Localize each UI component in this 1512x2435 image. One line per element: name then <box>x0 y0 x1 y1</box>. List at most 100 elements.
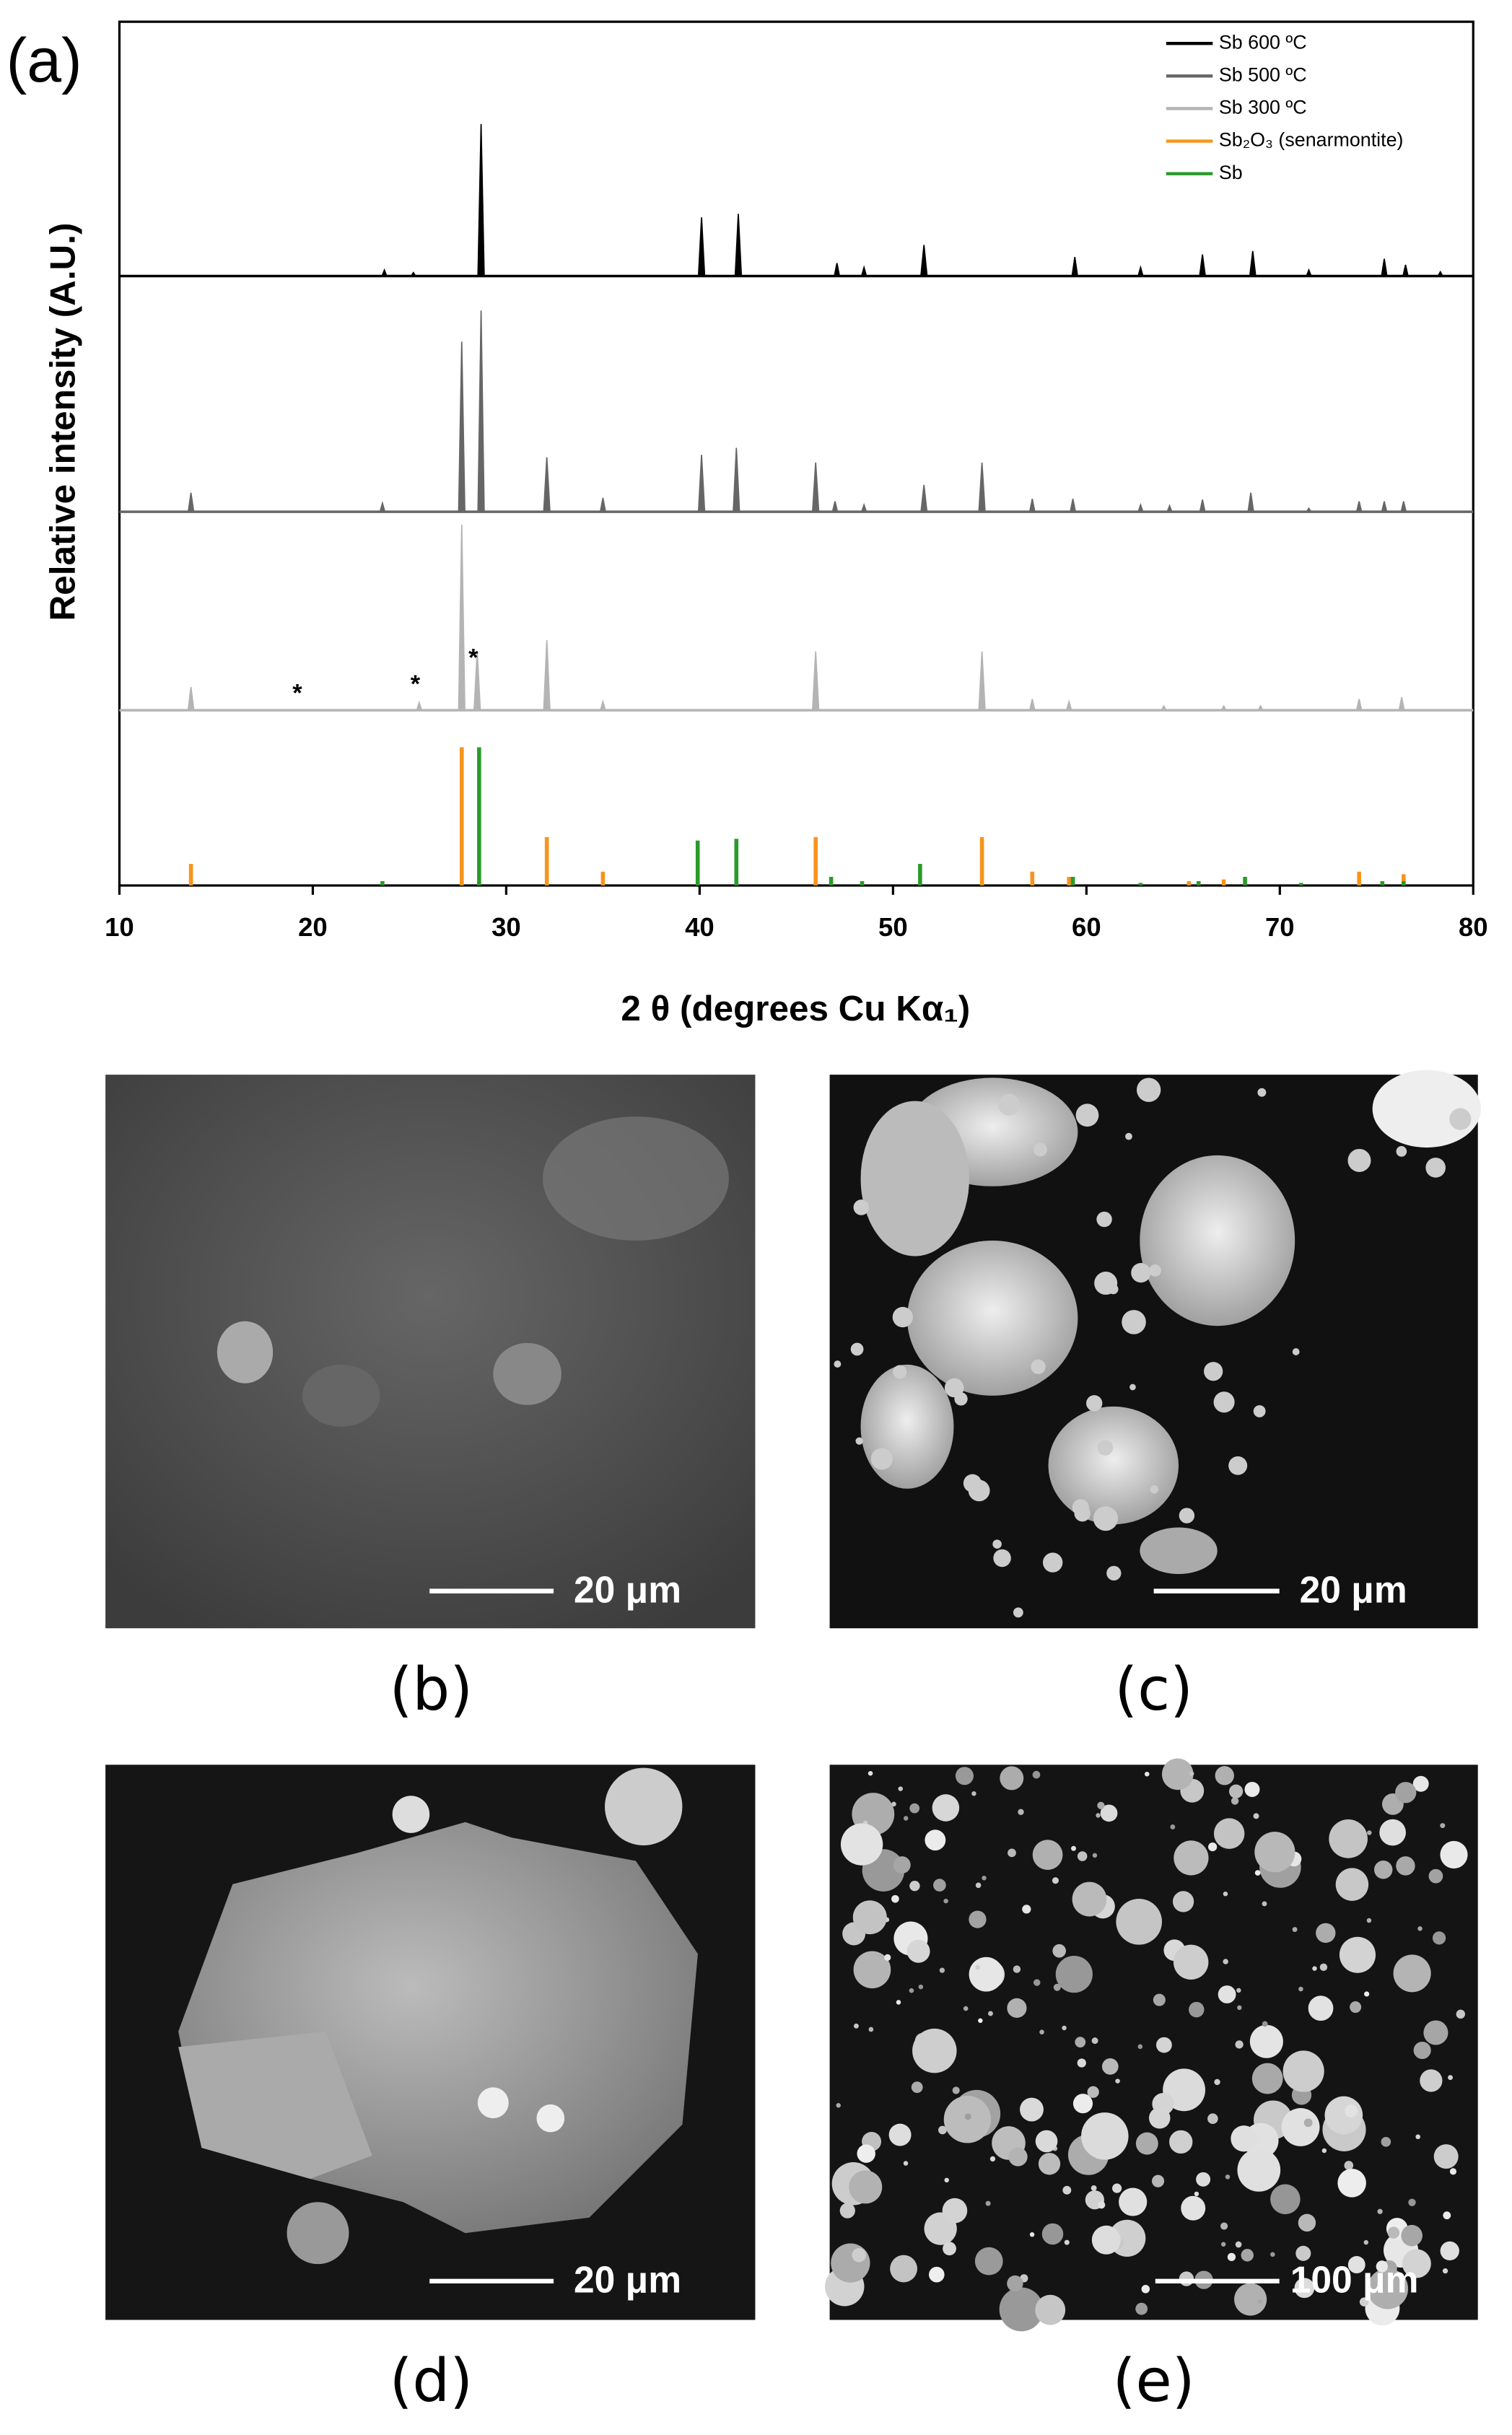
particle <box>903 1816 909 1821</box>
particle <box>1350 2001 1362 2014</box>
particle <box>1220 2242 1226 2247</box>
reference-line <box>544 836 549 886</box>
particles <box>825 1077 1472 2332</box>
particle <box>1236 1988 1241 1993</box>
particle <box>1204 1362 1223 1381</box>
particle <box>1432 1931 1446 1945</box>
particle <box>978 2018 983 2024</box>
particle <box>1062 2185 1072 2195</box>
particle <box>1253 1405 1266 1417</box>
particle <box>1254 1870 1261 1876</box>
peak <box>919 245 928 277</box>
particle <box>1294 2278 1315 2299</box>
particle <box>1387 2226 1400 2239</box>
particle <box>1292 1927 1298 1933</box>
particle <box>1262 2021 1268 2027</box>
legend-label: Sb <box>1219 162 1243 183</box>
particle <box>1359 2297 1369 2307</box>
reference-line <box>1187 880 1192 886</box>
particle <box>1402 2249 1431 2278</box>
legend-label: Sb 500 ºC <box>1219 64 1307 85</box>
particle <box>1379 1819 1406 1846</box>
legend-label: Sb₂O₃ (senarmontite) <box>1219 129 1404 151</box>
peak <box>1199 254 1207 277</box>
particle <box>1075 2037 1086 2048</box>
particle <box>1298 2213 1316 2232</box>
particle <box>1367 1830 1372 1835</box>
particle <box>1376 2260 1388 2273</box>
particle <box>1207 2113 1218 2125</box>
particle <box>1319 1963 1328 1972</box>
particle <box>969 1957 1004 1992</box>
particle <box>1101 2058 1119 2075</box>
particle <box>939 1967 945 1973</box>
particle <box>1064 2239 1070 2245</box>
reference-line <box>1357 871 1361 886</box>
reference-line <box>1402 880 1406 886</box>
legend-label: Sb 600 ºC <box>1219 31 1307 53</box>
particle <box>1440 1823 1446 1829</box>
reference-line <box>380 880 385 886</box>
particle <box>1298 1986 1303 1992</box>
particle <box>929 2266 945 2283</box>
particle <box>964 2113 971 2120</box>
particle <box>1112 2183 1122 2193</box>
reference-line <box>1067 876 1072 886</box>
x-tick-label: 70 <box>1265 912 1295 942</box>
reference-line <box>1221 879 1226 886</box>
particle <box>1096 1813 1101 1818</box>
peak <box>831 501 839 512</box>
particle <box>1281 2107 1320 2146</box>
particle <box>1339 1936 1376 1973</box>
x-tick-label: 60 <box>1072 912 1101 942</box>
particle <box>968 1479 990 1502</box>
peak <box>1437 270 1444 277</box>
peak <box>1166 504 1174 512</box>
x-axis-label: 2 θ (degrees Cu Kα₁) <box>621 989 970 1028</box>
peak <box>920 484 928 512</box>
particle <box>1257 1088 1267 1097</box>
particle <box>836 2103 841 2108</box>
peak <box>1305 268 1313 277</box>
y-axis-label: Relative intensity (A.U.) <box>43 223 82 621</box>
peak <box>860 502 868 512</box>
particle <box>955 1767 974 1785</box>
particle <box>963 2006 969 2011</box>
particle <box>1018 1809 1024 1815</box>
particle <box>1081 2112 1129 2160</box>
particle <box>1456 2009 1466 2019</box>
peak <box>1028 699 1036 712</box>
particle <box>1417 1926 1423 1931</box>
particle <box>1179 1508 1195 1523</box>
particle <box>1363 2239 1369 2245</box>
reference-line <box>188 864 193 886</box>
peak <box>599 497 607 512</box>
particle <box>853 1199 870 1215</box>
particle <box>1087 2086 1099 2098</box>
peak <box>1381 501 1388 512</box>
particle <box>925 1829 946 1851</box>
particle <box>1257 2299 1263 2304</box>
annotation: * <box>292 680 302 707</box>
particle <box>1092 1853 1098 1858</box>
particle <box>1007 2275 1023 2292</box>
particle <box>884 1954 891 1961</box>
peak <box>543 640 551 712</box>
particle <box>943 1898 948 1904</box>
particle <box>1098 2201 1106 2209</box>
particle <box>1141 2285 1150 2294</box>
scale-bar-label: 20 μm <box>1300 1568 1407 1610</box>
panel-label: (c) <box>1114 1656 1193 1724</box>
peak <box>381 268 388 277</box>
particle <box>1122 1310 1146 1334</box>
particle <box>853 2023 859 2029</box>
particle <box>1218 1985 1236 2003</box>
particle <box>952 2086 960 2094</box>
reference-line <box>477 747 481 886</box>
particle <box>1072 2094 1093 2114</box>
particle <box>1170 1824 1176 1829</box>
particle <box>912 2028 957 2073</box>
particle <box>954 1392 968 1406</box>
particle <box>1077 2058 1086 2068</box>
particle <box>1215 1766 1234 1785</box>
